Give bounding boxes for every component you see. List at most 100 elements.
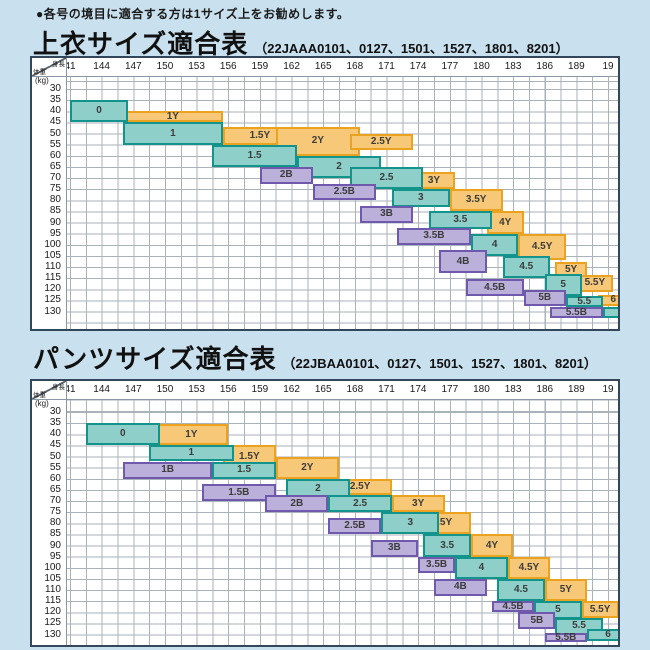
y-axis-weight-labels: (kg) 30 35 40 45 50 55 60 65 70 75 80 85 90 95 100 105 1… bbox=[32, 76, 67, 329]
x-tick-label: 180 bbox=[473, 61, 490, 72]
y-tick-label: 45 bbox=[49, 439, 61, 451]
size-block-5.5Y: 5.5Y bbox=[576, 274, 614, 292]
size-block-label: 2.5B bbox=[344, 520, 366, 532]
size-block-5.5Y: 5.5Y bbox=[581, 601, 618, 618]
pants-chart-product-codes: （22JBAA0101、0127、1501、1527、1801、8201） bbox=[282, 356, 597, 371]
size-block-label: 5.5B bbox=[555, 631, 577, 643]
x-tick-label: 19 bbox=[602, 61, 614, 72]
y-tick-label: 120 bbox=[44, 283, 61, 295]
size-block-2.5: 2.5 bbox=[328, 495, 392, 513]
x-tick-label: 168 bbox=[346, 61, 364, 72]
y-tick-label: 125 bbox=[44, 617, 61, 629]
x-tick-label: 165 bbox=[314, 384, 332, 395]
x-tick-label: 186 bbox=[536, 61, 554, 72]
x-tick-label: 162 bbox=[283, 61, 300, 72]
size-block-2.5Y: 2.5Y bbox=[349, 133, 413, 151]
size-block-1: 1 bbox=[122, 122, 223, 145]
x-axis-name: 身長 bbox=[52, 61, 65, 68]
y-tick-label: 95 bbox=[49, 227, 61, 239]
size-block-label: 6 bbox=[605, 629, 611, 641]
size-block-2.5B: 2.5B bbox=[312, 183, 376, 201]
size-block-label: 3B bbox=[388, 542, 401, 554]
y-tick-label: 115 bbox=[45, 272, 61, 284]
size-block-label: 2.5B bbox=[333, 185, 355, 197]
size-block-4.5B: 4.5B bbox=[492, 600, 535, 613]
y-tick-label: 130 bbox=[44, 305, 61, 317]
size-block-label: 3 bbox=[417, 192, 424, 204]
x-tick-label: 147 bbox=[124, 61, 142, 72]
size-block-label: 4.5Y bbox=[531, 241, 553, 253]
y-tick-label: 90 bbox=[49, 539, 61, 551]
size-block-label: 1 bbox=[170, 127, 176, 139]
size-block-2B: 2B bbox=[259, 166, 313, 184]
size-block-label: 5 bbox=[560, 278, 566, 290]
y-axis-weight-labels: (kg) 30 35 40 45 50 55 60 65 70 75 80 85 90 95 100 105 1… bbox=[32, 399, 67, 645]
size-block-label: 0 bbox=[96, 105, 102, 117]
size-block-1.5: 1.5 bbox=[212, 144, 297, 167]
size-block-label: 5Y bbox=[565, 263, 578, 275]
size-block-label: 1Y bbox=[185, 428, 198, 440]
size-block-4B: 4B bbox=[439, 250, 487, 273]
size-block-3.5: 3.5 bbox=[423, 534, 471, 557]
size-block-5B: 5B bbox=[523, 290, 566, 307]
x-tick-label: 156 bbox=[219, 61, 237, 72]
size-block-label: 1.5B bbox=[228, 486, 250, 498]
size-block-3.5Y: 3.5Y bbox=[449, 189, 503, 212]
size-block-label: 2.5Y bbox=[349, 481, 371, 493]
size-block-label: 5.5 bbox=[577, 295, 592, 307]
size-block-label: 5.5B bbox=[565, 306, 587, 318]
y-axis-unit: (kg) bbox=[35, 399, 49, 408]
size-block-5.5B: 5.5B bbox=[550, 306, 603, 319]
x-tick-label: 174 bbox=[409, 384, 427, 395]
y-tick-label: 30 bbox=[49, 83, 61, 94]
size-block-label: 4.5 bbox=[514, 584, 528, 596]
x-tick-label: 183 bbox=[504, 61, 522, 72]
size-block-0: 0 bbox=[85, 423, 160, 446]
y-tick-label: 75 bbox=[49, 183, 61, 195]
y-tick-label: 130 bbox=[44, 628, 61, 640]
size-block-4Y: 4Y bbox=[486, 211, 524, 234]
size-block-label: 3.5B bbox=[423, 230, 445, 242]
y-axis-unit: (kg) bbox=[35, 76, 49, 85]
y-tick-label: 60 bbox=[49, 472, 61, 484]
x-tick-label: 153 bbox=[188, 384, 205, 395]
x-tick-label: 189 bbox=[568, 384, 585, 395]
size-block-label: 6 bbox=[610, 294, 617, 306]
size-block-label: 2.5 bbox=[353, 497, 368, 509]
size-block-label: 1.5 bbox=[237, 464, 252, 476]
x-tick-label: 168 bbox=[346, 384, 364, 395]
x-tick-label: 159 bbox=[251, 61, 269, 72]
size-block-label: 1 bbox=[188, 447, 195, 459]
y-tick-label: 40 bbox=[49, 428, 61, 440]
y-tick-label: 110 bbox=[45, 584, 61, 596]
y-tick-label: 95 bbox=[49, 550, 61, 562]
size-block-label: 4 bbox=[478, 561, 485, 573]
size-block-5B: 5B bbox=[518, 612, 556, 630]
size-block-label: 2Y bbox=[311, 135, 325, 147]
size-block-label: 4.5Y bbox=[518, 561, 540, 573]
x-tick-label: 150 bbox=[156, 384, 174, 395]
y-tick-label: 55 bbox=[49, 461, 61, 473]
y-tick-label: 90 bbox=[49, 216, 61, 228]
size-block-4: 4 bbox=[455, 556, 508, 579]
jacket-plot-area: 1Y 1.5Y 2Y 2.5Y 3Y 3.5Y 4Y 4.5Y 5Y 5.5Y 6 0 1 1.5 2 2.5… bbox=[66, 76, 618, 329]
size-block-2.5B: 2.5B bbox=[328, 517, 382, 535]
size-block-label: 4.5B bbox=[502, 600, 524, 612]
size-block-1.5B: 1.5B bbox=[201, 484, 276, 502]
size-block-label: 4Y bbox=[485, 539, 499, 551]
x-tick-label: 150 bbox=[156, 61, 174, 72]
x-tick-label: 177 bbox=[441, 61, 459, 72]
y-tick-label: 105 bbox=[44, 572, 61, 584]
size-block-label: 0 bbox=[119, 428, 126, 440]
size-block-3B: 3B bbox=[360, 205, 413, 223]
size-block-1Y: 1Y bbox=[154, 424, 229, 446]
y-tick-label: 55 bbox=[49, 138, 61, 150]
size-block-1: 1 bbox=[149, 445, 234, 461]
size-block-5.5: 5.5 bbox=[565, 295, 603, 308]
y-tick-label: 45 bbox=[49, 116, 61, 128]
size-block-label: 4 bbox=[491, 238, 498, 250]
x-tick-label: 159 bbox=[251, 384, 269, 395]
y-tick-label: 120 bbox=[44, 606, 61, 618]
size-block-label: 2 bbox=[336, 160, 342, 172]
